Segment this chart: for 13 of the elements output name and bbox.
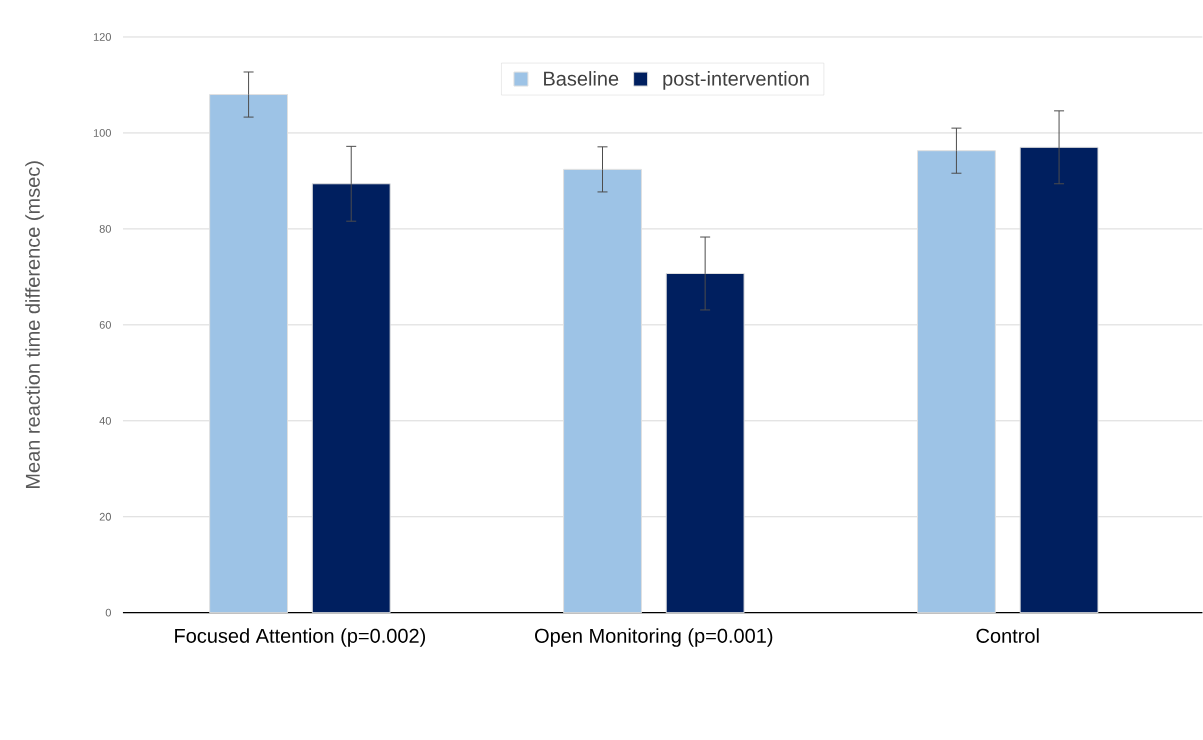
y-tick-label: 100	[93, 129, 111, 138]
y-tick-label: 120	[93, 33, 111, 42]
x-tick-label: Control	[976, 628, 1039, 644]
legend-label: Baseline	[544, 71, 619, 86]
legend-label: post-intervention	[663, 71, 809, 90]
y-tick-label: 80	[99, 225, 111, 233]
y-tick-label: 40	[99, 417, 111, 425]
y-tick-label: 20	[99, 513, 111, 521]
x-tick-label: Open Monitoring (p=0.001)	[535, 628, 773, 648]
y-tick-label: 0	[105, 609, 111, 617]
y-axis-title: Mean reaction time difference (msec)	[25, 161, 44, 489]
x-tick-label: Focused Attention (p=0.002)	[175, 628, 426, 648]
y-tick-label: 60	[99, 321, 111, 329]
